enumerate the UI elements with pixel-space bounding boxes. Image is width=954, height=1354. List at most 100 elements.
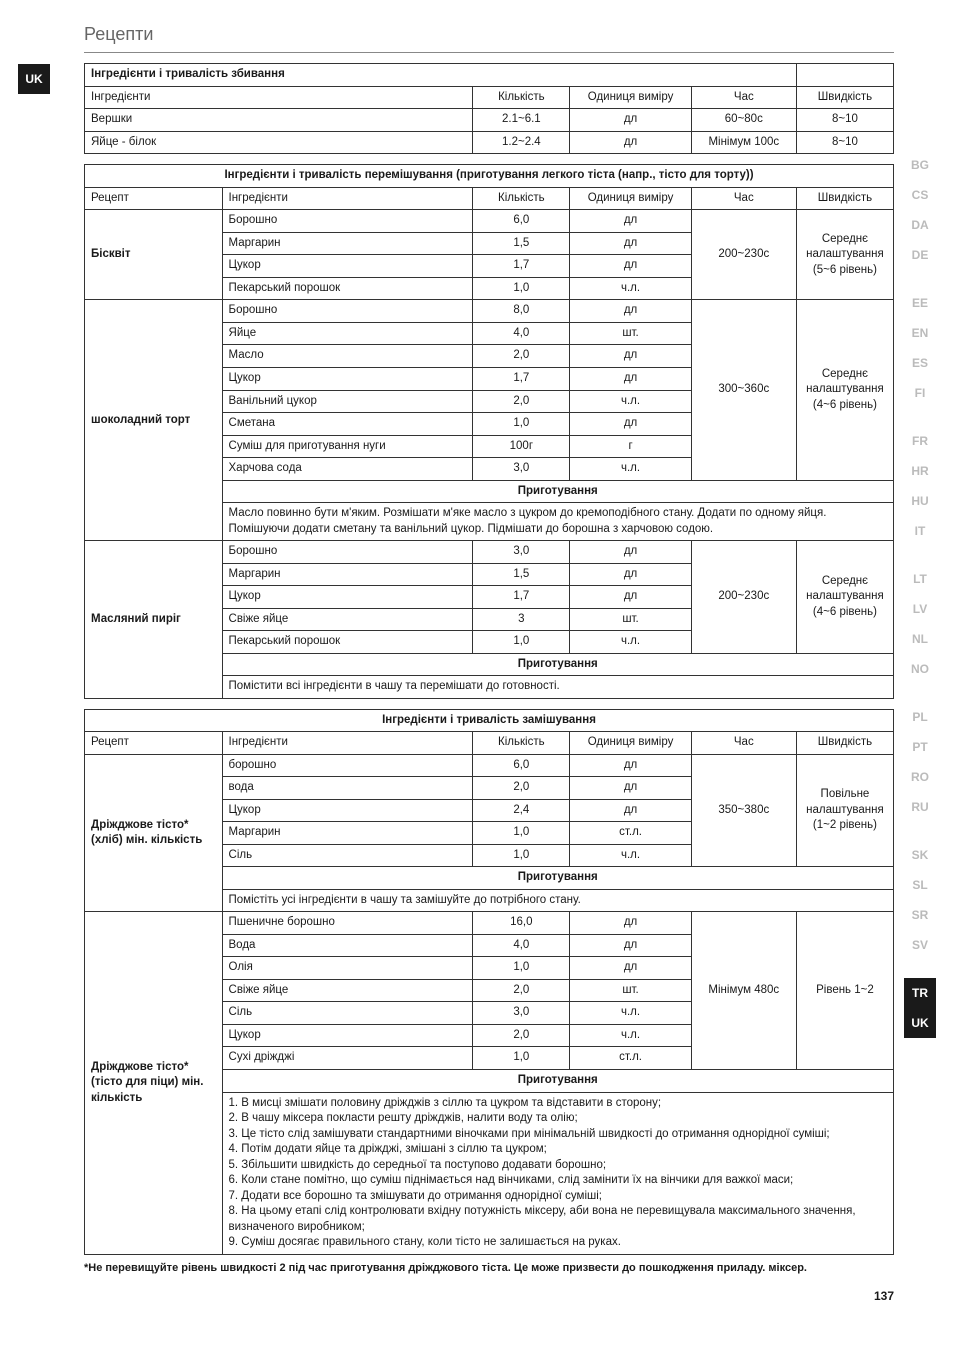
table-row: Дріжджове тісто* (хліб) мін. кількістьбо… (85, 754, 894, 777)
lang-tab-lv[interactable]: LV (904, 594, 936, 624)
t1-h-speed: Швидкість (796, 86, 893, 109)
cell-unit: ч.л. (570, 1024, 691, 1047)
cell-recipe: Дріжджове тісто* (тісто для піци) мін. к… (85, 912, 223, 1254)
cell-qty: 100г (473, 435, 570, 458)
cell-ing: Борошно (222, 300, 473, 323)
lang-tab-uk-left[interactable]: UK (18, 64, 50, 94)
lang-tab-sl[interactable]: SL (904, 870, 936, 900)
cell-ing: Пшеничне борошно (222, 912, 473, 935)
t2-title: Інгредієнти і тривалість перемішування (… (85, 165, 894, 188)
cell-ing: Борошно (222, 541, 473, 564)
lang-tab-fr[interactable]: FR (904, 426, 936, 456)
cell-unit: дл (570, 777, 691, 800)
cell-unit: дл (570, 754, 691, 777)
lang-tab-fi[interactable]: FI (904, 378, 936, 408)
cell-qty: 2.1~6.1 (473, 109, 570, 132)
page-number: 137 (84, 1288, 894, 1304)
cell-unit: ст.л. (570, 1047, 691, 1070)
t2-h-time: Час (691, 187, 796, 210)
cell-ing: Олія (222, 957, 473, 980)
cell-speed: 8~10 (796, 109, 893, 132)
cell-ing: Сіль (222, 1002, 473, 1025)
cell-speed: 8~10 (796, 131, 893, 154)
cell-qty: 1.2~2.4 (473, 131, 570, 154)
t3-h-qty: Кількість (473, 732, 570, 755)
t2-h-recipe: Рецепт (85, 187, 223, 210)
cell-qty: 1,5 (473, 232, 570, 255)
cell-ing: Маргарин (222, 232, 473, 255)
cell-unit: ст.л. (570, 822, 691, 845)
lang-tab-de[interactable]: DE (904, 240, 936, 270)
t1-title: Інгредієнти і тривалість збивання (85, 64, 797, 87)
cell-unit: шт. (570, 608, 691, 631)
cell-qty: 1,0 (473, 1047, 570, 1070)
cell-unit: дл (570, 210, 691, 233)
cell-ing: Яйце - білок (85, 131, 473, 154)
t3-header-row: Рецепт Інгредієнти Кількість Одиниця вим… (85, 732, 894, 755)
lang-tab-es[interactable]: ES (904, 348, 936, 378)
lang-tab-nl[interactable]: NL (904, 624, 936, 654)
cell-unit: дл (570, 413, 691, 436)
cell-speed: Середнє налаштування(4~6 рівень) (796, 541, 893, 654)
table-mixing: Інгредієнти і тривалість перемішування (… (84, 164, 894, 698)
lang-tab-pt[interactable]: PT (904, 732, 936, 762)
table-row: Яйце - білок1.2~2.4длМінімум 100с8~10 (85, 131, 894, 154)
t1-header-row: Інгредієнти Кількість Одиниця виміру Час… (85, 86, 894, 109)
title-rule (84, 52, 894, 53)
table-kneading: Інгредієнти і тривалість замішування Рец… (84, 709, 894, 1255)
lang-tab-sv[interactable]: SV (904, 930, 936, 960)
cell-unit: дл (570, 563, 691, 586)
cell-qty: 6,0 (473, 754, 570, 777)
t2-header-row: Рецепт Інгредієнти Кількість Одиниця вим… (85, 187, 894, 210)
lang-tab-ee[interactable]: EE (904, 288, 936, 318)
cell-time: 350~380с (691, 754, 796, 867)
table-row: Вершки2.1~6.1дл60~80с8~10 (85, 109, 894, 132)
cell-unit: дл (570, 300, 691, 323)
cell-unit: дл (570, 131, 691, 154)
cell-qty: 1,0 (473, 277, 570, 300)
prep-text: 1. В мисці змішати половину дріжджів з с… (222, 1092, 893, 1254)
lang-tab-cs[interactable]: CS (904, 180, 936, 210)
cell-ing: Цукор (222, 799, 473, 822)
cell-qty: 1,0 (473, 844, 570, 867)
cell-ing: борошно (222, 754, 473, 777)
prep-text: Масло повинно бути м'яким. Розмішати м'я… (222, 503, 893, 541)
lang-tab-uk[interactable]: UK (904, 1008, 936, 1038)
cell-qty: 1,5 (473, 563, 570, 586)
lang-tab-sk[interactable]: SK (904, 840, 936, 870)
lang-tab-hu[interactable]: HU (904, 486, 936, 516)
cell-qty: 3 (473, 608, 570, 631)
cell-speed: Рівень 1~2 (796, 912, 893, 1070)
lang-tab-ru[interactable]: RU (904, 792, 936, 822)
lang-tab-da[interactable]: DA (904, 210, 936, 240)
cell-unit: дл (570, 799, 691, 822)
lang-tab-hr[interactable]: HR (904, 456, 936, 486)
cell-unit: ч.л. (570, 277, 691, 300)
cell-unit: шт. (570, 322, 691, 345)
language-tabs-right: BGCSDADE EEENESFI FRHRHUIT LTLVNLNO PLPTRORU… (904, 150, 936, 1038)
cell-time: Мінімум 100с (691, 131, 796, 154)
prep-text: Помістіть усі інгредієнти в чашу та замі… (222, 889, 893, 912)
lang-tab-no[interactable]: NO (904, 654, 936, 684)
lang-tab-it[interactable]: IT (904, 516, 936, 546)
cell-qty: 6,0 (473, 210, 570, 233)
lang-tab-sr[interactable]: SR (904, 900, 936, 930)
cell-time: 300~360с (691, 300, 796, 480)
cell-speed: Повільне налаштування(1~2 рівень) (796, 754, 893, 867)
cell-qty: 3,0 (473, 458, 570, 481)
cell-qty: 2,0 (473, 777, 570, 800)
lang-tab-lt[interactable]: LT (904, 564, 936, 594)
lang-tab-bg[interactable]: BG (904, 150, 936, 180)
lang-tab-pl[interactable]: PL (904, 702, 936, 732)
lang-tab-tr[interactable]: TR (904, 978, 936, 1008)
cell-unit: г (570, 435, 691, 458)
lang-tab-ro[interactable]: RO (904, 762, 936, 792)
cell-ing: Масло (222, 345, 473, 368)
cell-time: 200~230с (691, 210, 796, 300)
cell-ing: Ванільний цукор (222, 390, 473, 413)
cell-ing: Вода (222, 934, 473, 957)
cell-speed: Середнє налаштування(5~6 рівень) (796, 210, 893, 300)
lang-tab-en[interactable]: EN (904, 318, 936, 348)
cell-ing: Цукор (222, 368, 473, 391)
cell-ing: Цукор (222, 586, 473, 609)
